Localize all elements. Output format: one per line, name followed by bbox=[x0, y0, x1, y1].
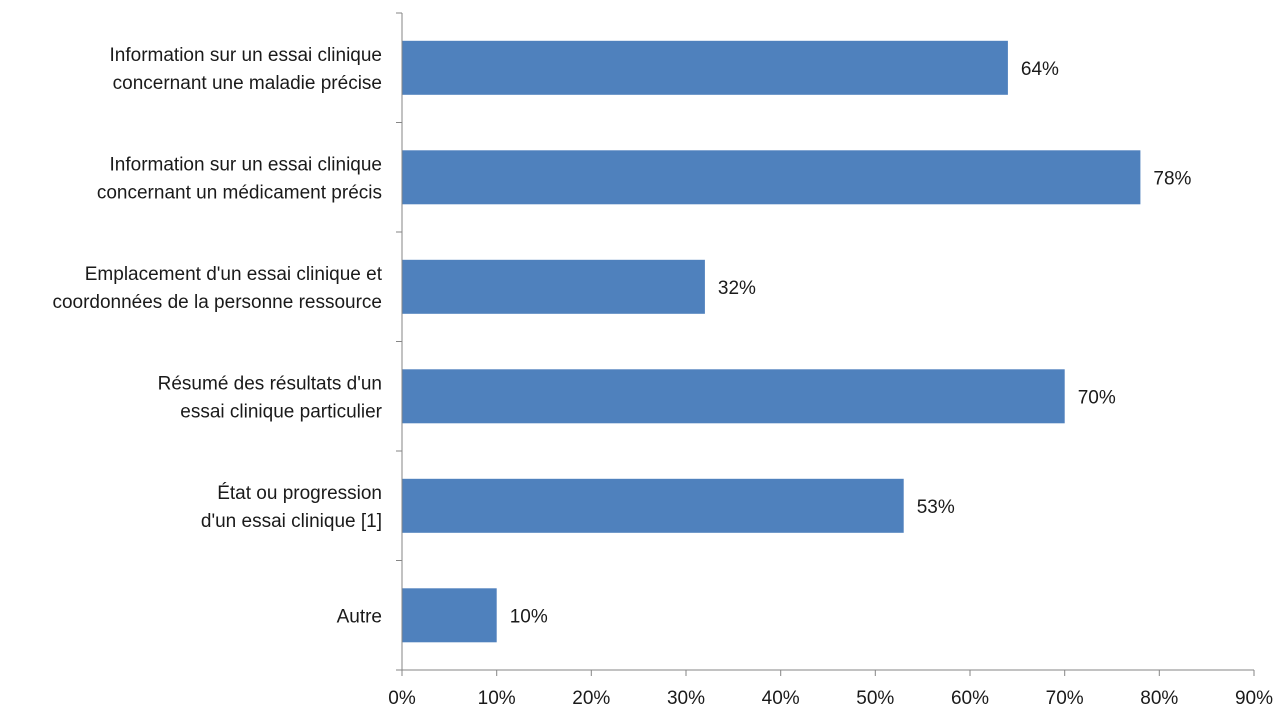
data-label: 10% bbox=[510, 606, 548, 627]
labels-layer: 64% Information sur un essai clinique conc… bbox=[52, 45, 1273, 709]
bar bbox=[402, 259, 705, 314]
category-label: Emplacement d'un essai clinique et coordo… bbox=[52, 264, 382, 313]
x-tick-label: 10% bbox=[478, 688, 516, 709]
x-tick-label: 40% bbox=[762, 688, 800, 709]
data-label: 64% bbox=[1021, 59, 1059, 80]
category-label: Information sur un essai clinique concern… bbox=[110, 45, 382, 94]
category-label-line: Résumé des résultats d'un bbox=[158, 373, 382, 394]
category-label: État ou progression d'un essai clinique [… bbox=[201, 483, 382, 532]
category-label-line: Emplacement d'un essai clinique et bbox=[85, 264, 383, 285]
data-label: 53% bbox=[917, 497, 955, 518]
bar bbox=[402, 369, 1065, 424]
category-label-line: concernant un médicament précis bbox=[97, 182, 382, 203]
category-label: Autre bbox=[337, 606, 382, 627]
category-label-line: Autre bbox=[337, 606, 382, 627]
x-tick-label: 80% bbox=[1140, 688, 1178, 709]
bar bbox=[402, 478, 904, 533]
category-label-line: concernant une maladie précise bbox=[113, 73, 382, 94]
category-label-line: essai clinique particulier bbox=[180, 401, 382, 422]
category-label: Information sur un essai clinique concern… bbox=[97, 154, 382, 203]
bar bbox=[402, 150, 1141, 205]
axes-layer bbox=[396, 12, 1255, 676]
x-tick-label: 50% bbox=[856, 688, 894, 709]
x-tick-label: 70% bbox=[1046, 688, 1084, 709]
category-label-line: d'un essai clinique [1] bbox=[201, 511, 382, 532]
bar bbox=[402, 588, 497, 643]
bar bbox=[402, 40, 1008, 95]
category-label-line: coordonnées de la personne ressource bbox=[52, 292, 382, 313]
x-tick-label: 0% bbox=[388, 688, 416, 709]
data-label: 78% bbox=[1153, 168, 1191, 189]
x-tick-label: 30% bbox=[667, 688, 705, 709]
category-label-line: Information sur un essai clinique bbox=[110, 154, 382, 175]
category-label-line: Information sur un essai clinique bbox=[110, 45, 382, 66]
x-tick-label: 90% bbox=[1235, 688, 1273, 709]
x-tick-label: 60% bbox=[951, 688, 989, 709]
data-label: 70% bbox=[1078, 387, 1116, 408]
bars-layer bbox=[402, 40, 1141, 643]
category-label-line: État ou progression bbox=[217, 483, 382, 504]
x-tick-label: 20% bbox=[572, 688, 610, 709]
category-label: Résumé des résultats d'un essai clinique … bbox=[158, 373, 383, 422]
data-label: 32% bbox=[718, 278, 756, 299]
